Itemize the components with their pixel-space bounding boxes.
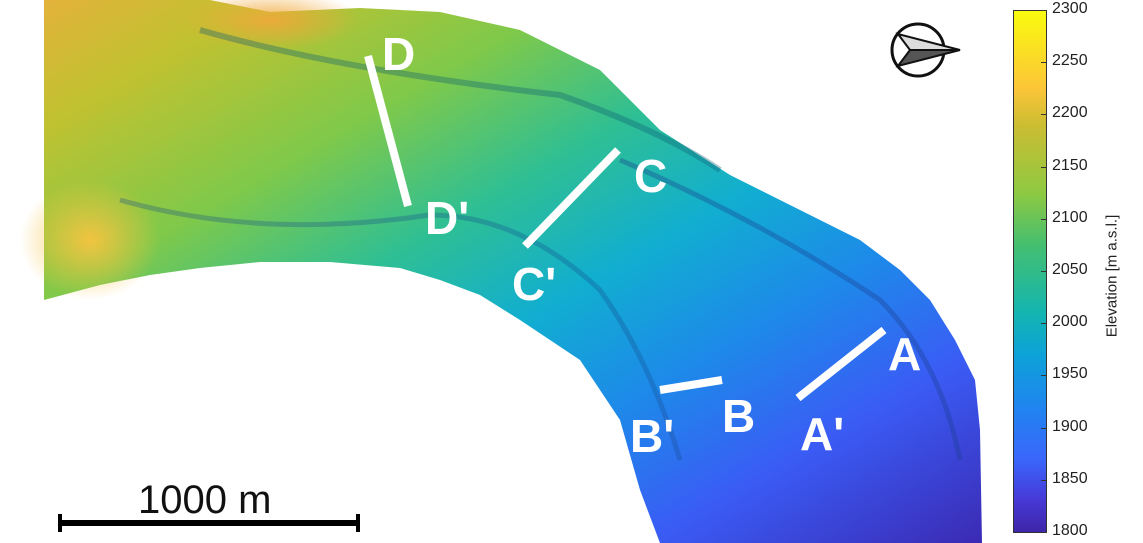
- colorbar-tick-label: 1900: [1052, 417, 1088, 435]
- label-c: C: [634, 150, 667, 202]
- scale-bar: [58, 520, 360, 526]
- moraine-ridge: [199, 27, 722, 173]
- colorbar-tick-mark: [1041, 532, 1047, 533]
- colorbar-tick-label: 2000: [1052, 313, 1088, 331]
- inner-ridge: [619, 157, 963, 461]
- colorbar-tick-mark: [1041, 479, 1047, 481]
- profile-line-c: [522, 147, 621, 249]
- colorbar-tick-mark: [1041, 10, 1047, 11]
- label-d: D: [382, 28, 415, 80]
- label-d-prime: D': [425, 192, 469, 244]
- colorbar-tick-label: 2300: [1052, 0, 1088, 17]
- colorbar-tick-label: 2250: [1052, 52, 1088, 70]
- terrain-high-west: [20, 180, 160, 300]
- label-a: A: [888, 328, 921, 380]
- colorbar-tick-mark: [1041, 114, 1047, 116]
- colorbar-tick-label: 2200: [1052, 104, 1088, 122]
- colorbar-tick-mark: [1041, 62, 1047, 64]
- colorbar-tick-mark: [1041, 323, 1047, 325]
- colorbar-label: Elevation [m a.s.l.]: [1103, 214, 1121, 338]
- label-c-prime: C': [512, 258, 556, 310]
- north-arrow-icon: [890, 22, 961, 78]
- colorbar-tick-mark: [1041, 166, 1047, 168]
- scale-bar-tick-left: [58, 514, 62, 532]
- colorbar-tick-label: 1800: [1052, 522, 1088, 539]
- label-b-prime: B': [630, 410, 674, 462]
- profile-line-b: [659, 376, 723, 394]
- terrain-high-north: [180, 0, 360, 50]
- colorbar-tick-label: 2050: [1052, 261, 1088, 278]
- profile-line-d: [364, 54, 412, 208]
- label-b: B: [722, 390, 755, 442]
- colorbar-tick-label: 2150: [1052, 156, 1088, 174]
- scale-bar-label: 1000 m: [138, 478, 272, 522]
- colorbar-tick-mark: [1041, 218, 1047, 220]
- terrain-surface: [44, 0, 982, 543]
- elevation-map: A A' B B' C C' D D': [20, 0, 982, 543]
- lateral-moraine: [119, 197, 683, 461]
- colorbar-tick-mark: [1041, 375, 1047, 377]
- colorbar-tick-label: 2100: [1052, 208, 1088, 226]
- profile-line-a: [795, 326, 887, 402]
- colorbar-tick-label: 1950: [1052, 365, 1088, 383]
- colorbar-tick-mark: [1041, 427, 1047, 429]
- scale-bar-tick-right: [356, 514, 360, 532]
- label-a-prime: A': [800, 408, 844, 460]
- colorbar-tick-mark: [1041, 271, 1047, 272]
- colorbar-tick-label: 1850: [1052, 469, 1088, 487]
